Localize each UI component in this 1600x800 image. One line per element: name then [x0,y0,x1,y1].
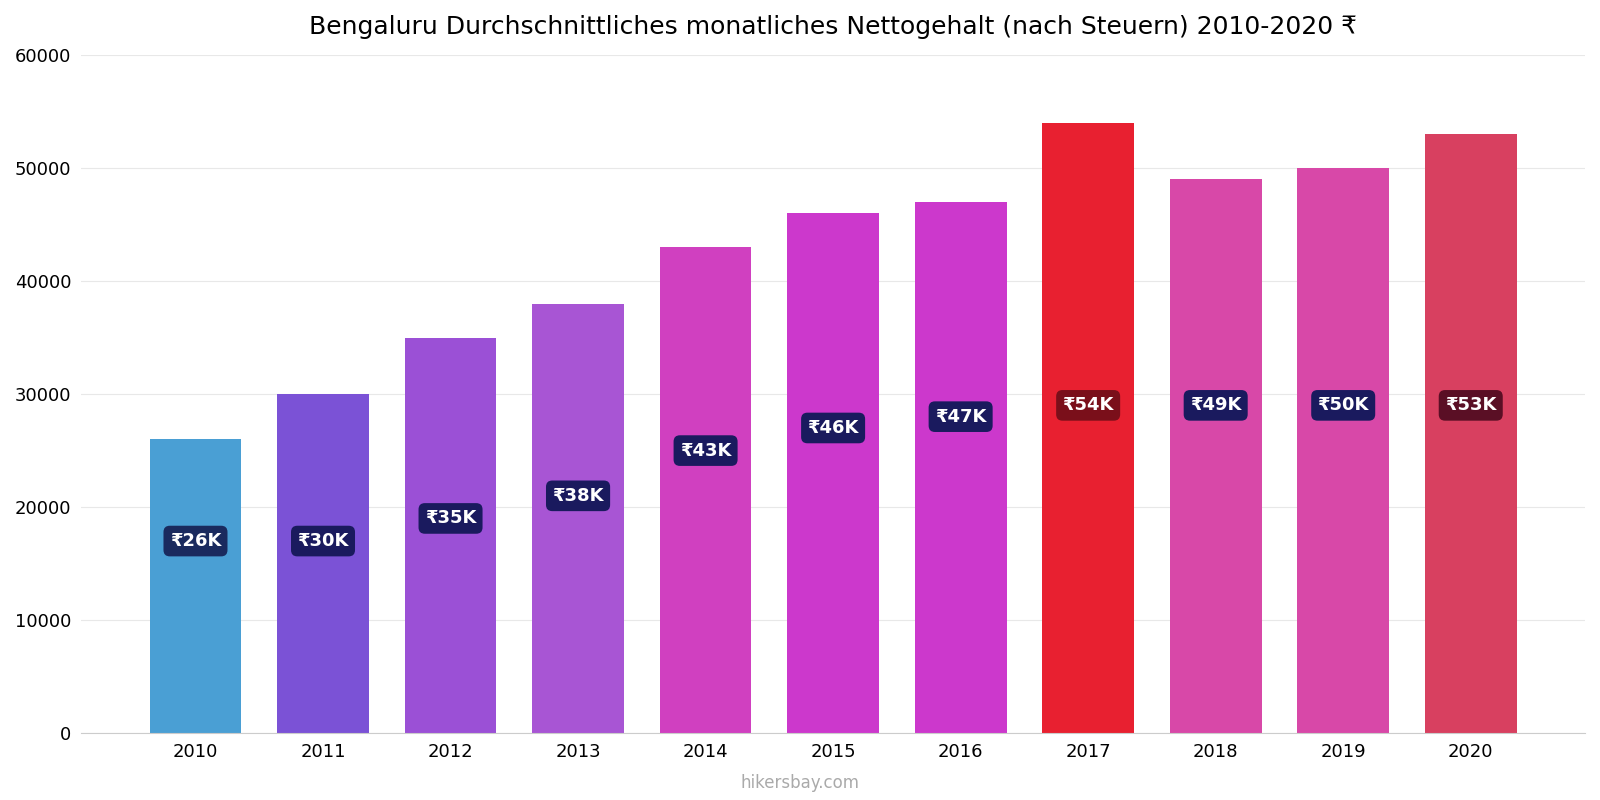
Bar [405,338,496,734]
Text: ₹54K: ₹54K [1062,396,1114,414]
Text: ₹47K: ₹47K [934,408,986,426]
Text: ₹38K: ₹38K [552,487,603,505]
Bar [659,247,752,734]
Bar [1426,134,1517,734]
Bar [1042,122,1134,734]
Text: hikersbay.com: hikersbay.com [741,774,859,792]
Text: ₹50K: ₹50K [1317,396,1370,414]
Text: ₹46K: ₹46K [808,419,859,437]
Bar [915,202,1006,734]
Bar [149,439,242,734]
Text: ₹26K: ₹26K [170,532,221,550]
Text: ₹30K: ₹30K [298,532,349,550]
Bar [277,394,370,734]
Text: ₹35K: ₹35K [426,510,477,527]
Text: ₹43K: ₹43K [680,442,731,459]
Text: ₹53K: ₹53K [1445,396,1496,414]
Bar [533,303,624,734]
Bar [1170,179,1261,734]
Text: ₹49K: ₹49K [1190,396,1242,414]
Title: Bengaluru Durchschnittliches monatliches Nettogehalt (nach Steuern) 2010-2020 ₹: Bengaluru Durchschnittliches monatliches… [309,15,1357,39]
Bar [1298,168,1389,734]
Bar [787,213,878,734]
